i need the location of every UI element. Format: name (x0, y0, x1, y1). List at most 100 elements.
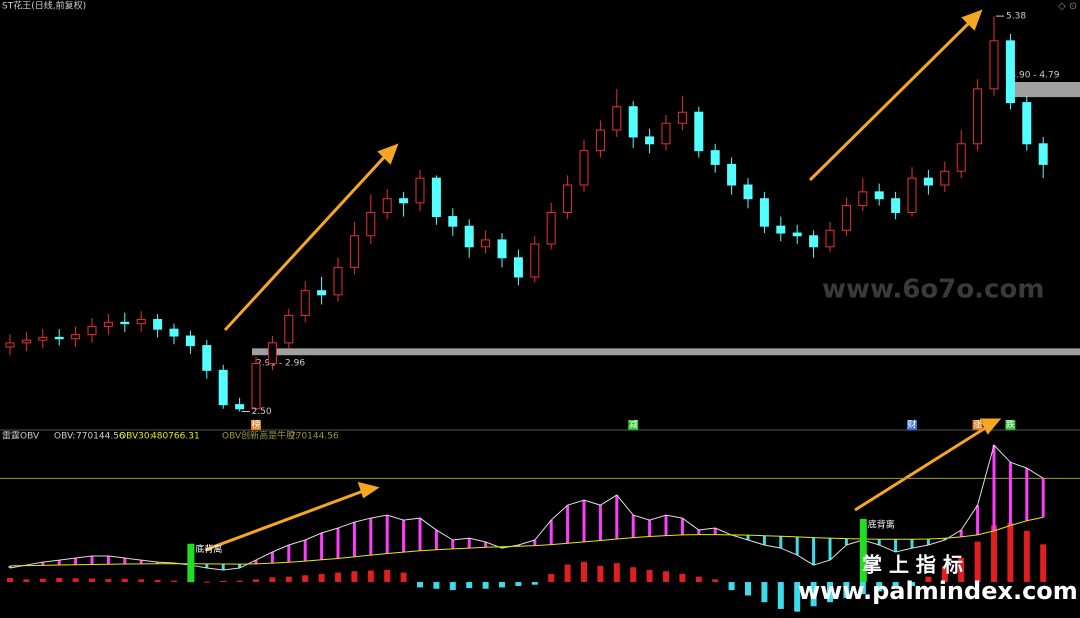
volume-bar (679, 573, 686, 583)
candle-body (874, 191, 884, 200)
chart-title: ST花王(日线,前复权) (2, 0, 86, 12)
candle-body (858, 191, 868, 207)
extreme-label: 5.38 (1006, 12, 1026, 22)
volume-bar (777, 582, 784, 609)
candle-body (891, 198, 901, 213)
volume-bar (7, 577, 13, 583)
candle-body (727, 163, 737, 186)
signal-label: 底背离 (868, 518, 895, 530)
candle-body (563, 184, 573, 213)
candle-body (333, 266, 343, 296)
icon[interactable]: ◇ ⊙ (1058, 1, 1077, 12)
volume-bar (745, 582, 751, 596)
volume-bar (1040, 544, 1047, 583)
legend-obv-value: 770144.56 (76, 432, 125, 442)
volume-bar (302, 575, 309, 583)
candle-body (841, 205, 851, 231)
volume-bar (203, 581, 210, 583)
watermark: www.6o7o.com (822, 275, 1044, 305)
volume-bar (695, 576, 702, 583)
candle-body (825, 229, 835, 248)
candle-body (300, 290, 310, 316)
volume-bar (859, 582, 866, 595)
candle-body (694, 111, 704, 152)
volume-bar (892, 582, 899, 589)
volume-bar (23, 579, 30, 583)
gap-label: 4.90 - 4.79 (1010, 71, 1059, 81)
gap-band (1006, 82, 1080, 98)
volume-bar (220, 580, 227, 583)
candle-body (743, 184, 753, 200)
volume-bar (39, 578, 46, 583)
candle-body (956, 143, 966, 172)
candle-body (989, 40, 999, 90)
candle-body (1005, 40, 1015, 104)
candle-body (1022, 102, 1032, 145)
volume-bar (285, 576, 292, 583)
candle-body (21, 339, 31, 344)
volume-bar (646, 569, 653, 583)
volume-bar (613, 563, 620, 583)
volume-bar (318, 573, 325, 583)
gap-label: 2.91 - 2.96 (256, 359, 305, 369)
candle-body (530, 243, 540, 278)
volume-bar (236, 580, 243, 583)
candle-body (185, 335, 195, 347)
event-label: 减 (629, 419, 638, 431)
volume-bar (367, 570, 374, 583)
volume-bar (499, 582, 505, 588)
volume-bar (876, 582, 883, 592)
volume-bar (515, 582, 522, 587)
candle-body (497, 239, 507, 259)
signal-bar (859, 518, 867, 583)
candle-body (513, 257, 523, 278)
volume-bar (941, 565, 948, 583)
event-tag (251, 420, 261, 430)
candle-body (448, 216, 458, 227)
candle-body (103, 321, 113, 327)
volume-bar (171, 580, 177, 583)
candle-body (481, 239, 491, 248)
candle-body (399, 198, 409, 204)
event-tag (972, 420, 983, 430)
event-label: 涨 (973, 420, 982, 431)
candle-body (202, 345, 212, 371)
candle-body (5, 342, 15, 348)
volume-bar (909, 582, 915, 587)
trend-arrows (204, 9, 1002, 552)
legend-level-value: 770144.56 (290, 432, 339, 442)
candle-body (710, 150, 720, 165)
volume-bar (384, 569, 391, 583)
volume-bar (105, 579, 112, 583)
candle-body (464, 225, 474, 248)
signal-bar (187, 543, 195, 583)
candle-body (431, 177, 441, 218)
candle-body (661, 122, 671, 145)
candle-body (71, 334, 81, 340)
watermark: www.palmindex.com (798, 577, 1078, 605)
volume-bar (1023, 530, 1030, 583)
volume-bar (482, 582, 489, 589)
volume-bar (154, 580, 161, 583)
candle-body (595, 129, 605, 152)
event-label: 财 (907, 419, 916, 431)
volume-bar (72, 578, 79, 583)
legend-level-name: OBV创新高是牛股: (222, 430, 298, 442)
candle-body (251, 362, 261, 410)
volume-bar (548, 573, 555, 583)
volume-bar (335, 572, 341, 583)
candle-body (218, 369, 228, 406)
volume-bar (843, 582, 850, 599)
volume-bar (1007, 522, 1014, 583)
volume-bar (761, 582, 768, 603)
volume-bar (630, 567, 637, 583)
candle-body (136, 319, 146, 325)
candle-body (153, 319, 163, 330)
candle-body (349, 235, 359, 268)
candle-body (973, 88, 983, 145)
volume-bar (531, 582, 538, 585)
volume-bar (351, 571, 358, 583)
volume-bar (597, 565, 604, 583)
